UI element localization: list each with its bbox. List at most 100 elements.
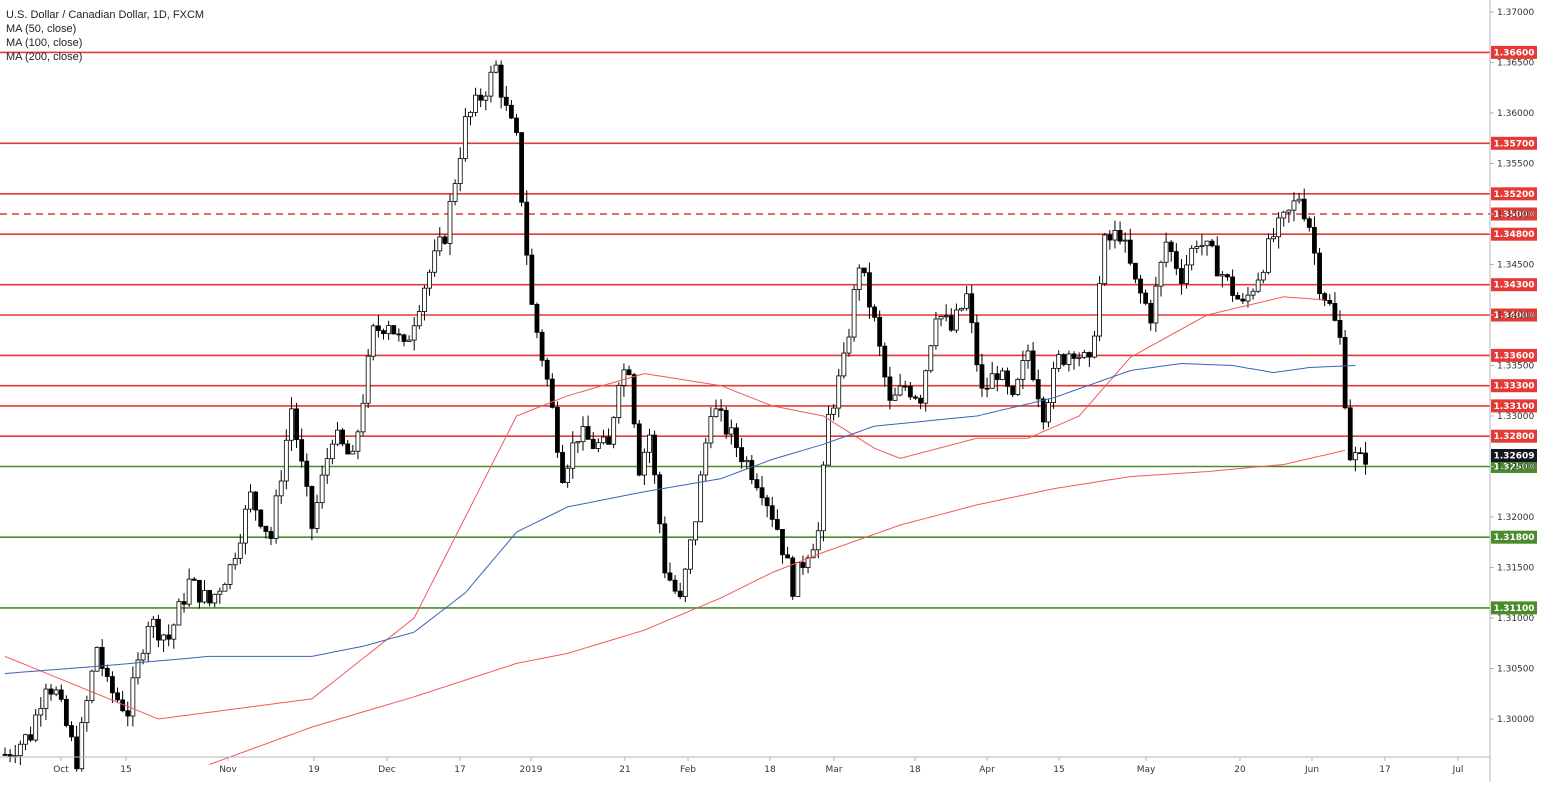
candle-body xyxy=(984,387,990,390)
candle-body xyxy=(764,497,770,507)
candle-body xyxy=(601,436,606,444)
candle-body xyxy=(406,339,412,342)
candle-body xyxy=(877,316,883,347)
x-tick-label: 18 xyxy=(764,765,776,775)
candle-body xyxy=(514,117,519,134)
candle-body xyxy=(104,668,110,677)
candle-body xyxy=(769,505,775,520)
candle-body xyxy=(1020,360,1026,380)
candle-body xyxy=(728,427,734,435)
candle-body xyxy=(1327,299,1333,304)
candle-body xyxy=(928,345,934,372)
candle-body xyxy=(739,447,744,463)
y-tick-label: 1.37000 xyxy=(1497,8,1534,18)
moving-averages xyxy=(4,296,1356,765)
horizontal-levels: 1.36600 1.35700 1.35200 1.35000 1.34800 1.343… xyxy=(0,45,1537,615)
candle-body xyxy=(84,700,90,723)
candle-body xyxy=(1102,234,1108,285)
candle-body xyxy=(232,558,238,566)
candle-body xyxy=(237,542,243,559)
candle-body xyxy=(1286,209,1292,213)
level-badge xyxy=(1491,227,1537,241)
candle-body xyxy=(626,369,632,376)
candle-body xyxy=(381,330,386,335)
level-badge xyxy=(1491,45,1537,59)
y-tick-label: 1.30500 xyxy=(1497,665,1534,675)
x-tick-label: 15 xyxy=(1053,765,1064,775)
candle-body xyxy=(442,236,448,244)
candle-body xyxy=(851,289,857,338)
candle-body xyxy=(1240,298,1246,302)
candle-body xyxy=(1010,386,1016,395)
candle-body xyxy=(1301,198,1307,220)
level-badge-label: 1.35000 xyxy=(1494,210,1535,220)
candle-body xyxy=(1158,261,1164,287)
candle-body xyxy=(867,272,872,308)
x-tick-label: 20 xyxy=(1234,765,1246,775)
candle-body xyxy=(294,408,299,440)
candle-body xyxy=(89,670,95,701)
y-tick-label: 1.33000 xyxy=(1497,412,1534,422)
candle-body xyxy=(125,710,131,717)
candle-body xyxy=(698,474,704,523)
candle-body xyxy=(150,618,156,627)
y-tick-label: 1.35500 xyxy=(1497,160,1534,170)
candle-body xyxy=(48,688,54,695)
candle-body xyxy=(1209,240,1215,247)
candle-body xyxy=(7,754,13,757)
candle-body xyxy=(1025,350,1031,361)
candle-body xyxy=(1143,292,1149,304)
candle-body xyxy=(468,111,473,118)
candle-body xyxy=(1086,352,1092,358)
candle-body xyxy=(212,593,218,604)
level-badge xyxy=(1491,136,1537,150)
candle-body xyxy=(611,417,617,445)
candle-body xyxy=(69,725,74,738)
candle-body xyxy=(795,562,801,597)
candle-body xyxy=(1322,293,1328,301)
candle-body xyxy=(110,676,115,694)
candle-body xyxy=(1214,245,1220,277)
level-badge-label: 1.35200 xyxy=(1494,190,1535,200)
y-tick-label: 1.32500 xyxy=(1497,463,1534,473)
candle-body xyxy=(202,590,207,603)
candle-body xyxy=(58,689,64,700)
candle-body xyxy=(447,201,453,244)
candle-body xyxy=(304,460,310,487)
candle-body xyxy=(217,590,223,595)
candle-body xyxy=(723,409,729,435)
candle-body xyxy=(657,474,663,525)
x-tick-label: May xyxy=(1137,765,1156,775)
x-tick-label: 18 xyxy=(909,765,921,775)
candle-body xyxy=(938,316,944,320)
candle-body xyxy=(892,394,898,401)
candle-body xyxy=(508,104,514,119)
candle-body xyxy=(1337,319,1343,338)
x-tick-label: 15 xyxy=(120,765,131,775)
level-badge xyxy=(1491,429,1537,443)
x-tick-label: 17 xyxy=(1379,765,1390,775)
candle-body xyxy=(462,116,468,159)
candle-body xyxy=(1127,239,1133,264)
candle-body xyxy=(1107,234,1113,241)
candle-body xyxy=(821,464,826,532)
candle-body xyxy=(708,416,714,444)
y-tick-label: 1.31500 xyxy=(1497,564,1534,574)
candle-body xyxy=(1015,378,1021,395)
candle-body xyxy=(539,331,545,361)
candle-body xyxy=(1092,335,1097,358)
level-badge xyxy=(1491,399,1537,413)
candle-body xyxy=(544,359,550,380)
candle-body xyxy=(590,438,596,449)
candle-body xyxy=(1040,398,1046,423)
candle-body xyxy=(826,413,831,466)
candle-body xyxy=(396,333,402,336)
candle-body xyxy=(774,519,780,530)
ma200-line xyxy=(209,449,1346,765)
candle-body xyxy=(856,267,862,290)
candle-body xyxy=(28,734,33,741)
candle-body xyxy=(1204,240,1210,247)
candle-body xyxy=(2,753,8,756)
level-badge-label: 1.34300 xyxy=(1494,281,1535,291)
